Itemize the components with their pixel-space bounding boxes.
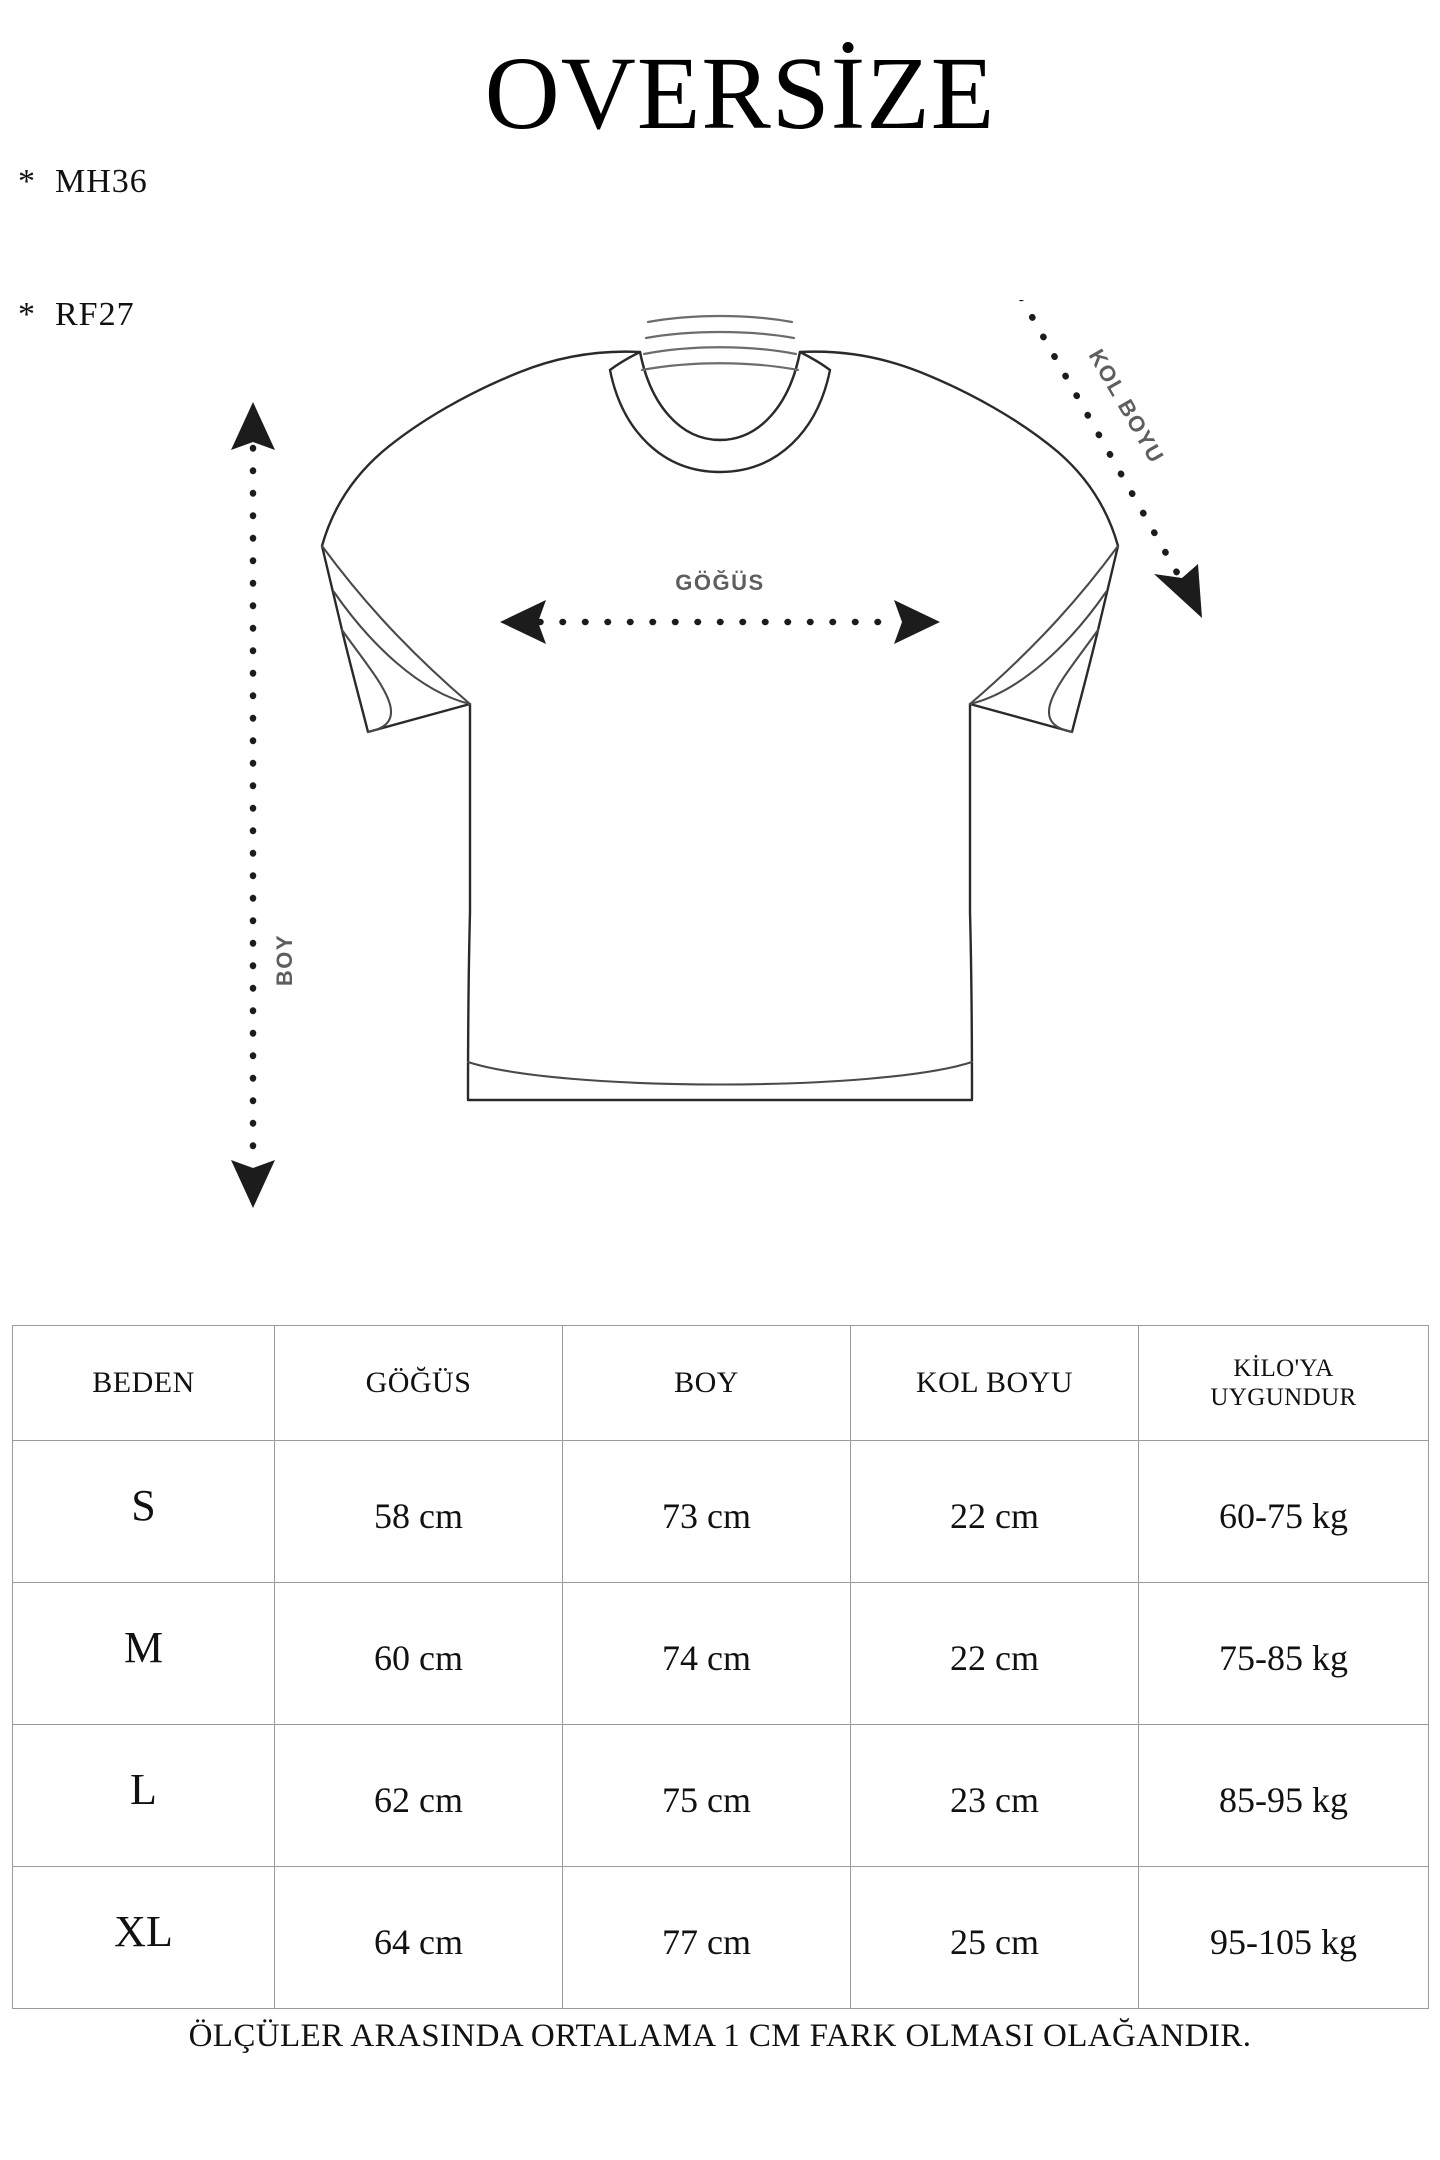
right-sleeve-cuff: [1048, 628, 1100, 734]
collar-rib-line-3: [640, 362, 800, 372]
cell-kilo: 60-75 kg: [1138, 1440, 1429, 1583]
cell-boy: 75 cm: [562, 1724, 851, 1867]
sleeve-arrow-bottom: [1154, 564, 1202, 618]
cell-kilo: 85-95 kg: [1138, 1724, 1429, 1867]
cell-boy: 74 cm: [562, 1582, 851, 1725]
table-row: S 58 cm 73 cm 22 cm 60-75 kg: [12, 1440, 1429, 1583]
column-header-kilo-line1: KİLO'YA: [1233, 1355, 1334, 1382]
chest-label: GÖĞÜS: [675, 570, 764, 595]
cell-kilo: 95-105 kg: [1138, 1866, 1429, 2009]
right-armhole-seam: [968, 544, 1120, 706]
column-header-kilo: KİLO'YA UYGUNDUR: [1138, 1325, 1429, 1441]
cell-kol-boyu: 22 cm: [850, 1582, 1139, 1725]
length-arrow-top: [231, 402, 275, 450]
cell-gogus: 62 cm: [274, 1724, 563, 1867]
collar-rib-line-2: [642, 346, 798, 356]
cell-gogus: 60 cm: [274, 1582, 563, 1725]
left-armhole-seam: [320, 544, 472, 706]
product-code-1: * MH36: [18, 163, 148, 201]
product-codes: * MH36 * RF27: [18, 72, 148, 381]
left-sleeve-cuff-inner: [332, 590, 472, 706]
column-header-gogus: GÖĞÜS: [274, 1325, 563, 1441]
column-header-beden: BEDEN: [12, 1325, 275, 1441]
length-arrow-bottom: [231, 1160, 275, 1208]
collar-top-edge: [646, 314, 794, 324]
length-dimension-arrow: BOY: [231, 402, 297, 1208]
table-body: S 58 cm 73 cm 22 cm 60-75 kg M 60 cm 74 …: [12, 1440, 1429, 2009]
cell-beden: XL: [12, 1866, 275, 2009]
sleeve-label: KOL BOYU: [1084, 345, 1170, 468]
measurement-tolerance-note: ÖLÇÜLER ARASINDA ORTALAMA 1 CM FARK OLMA…: [188, 2018, 1252, 2054]
page-title: OVERSİZE: [484, 36, 996, 151]
size-chart-table: BEDEN GÖĞÜS BOY KOL BOYU KİLO'YA UYGUNDU…: [12, 1325, 1429, 2009]
cell-kol-boyu: 23 cm: [850, 1724, 1139, 1867]
column-header-kilo-line2: UYGUNDUR: [1210, 1384, 1357, 1411]
tshirt-body-outline: [320, 350, 1120, 1102]
cell-boy: 77 cm: [562, 1866, 851, 2009]
table-header-row: BEDEN GÖĞÜS BOY KOL BOYU KİLO'YA UYGUNDU…: [12, 1325, 1429, 1441]
table-header: BEDEN GÖĞÜS BOY KOL BOYU KİLO'YA UYGUNDU…: [12, 1325, 1429, 1441]
collar-rib-line-1: [644, 330, 796, 340]
cell-kol-boyu: 22 cm: [850, 1440, 1139, 1583]
table-row: M 60 cm 74 cm 22 cm 75-85 kg: [12, 1582, 1429, 1725]
chest-arrow-right: [894, 600, 940, 644]
cell-beden: L: [12, 1724, 275, 1867]
table-row: L 62 cm 75 cm 23 cm 85-95 kg: [12, 1724, 1429, 1867]
cell-gogus: 58 cm: [274, 1440, 563, 1583]
tshirt-outline-group: [320, 314, 1120, 1102]
cell-gogus: 64 cm: [274, 1866, 563, 2009]
column-header-kol-boyu: KOL BOYU: [850, 1325, 1139, 1441]
column-header-boy: BOY: [562, 1325, 851, 1441]
bottom-hem-band: [466, 1060, 974, 1086]
table-row: XL 64 cm 77 cm 25 cm 95-105 kg: [12, 1866, 1429, 2009]
length-label: BOY: [272, 934, 297, 986]
cell-kol-boyu: 25 cm: [850, 1866, 1139, 2009]
cell-kilo: 75-85 kg: [1138, 1582, 1429, 1725]
tshirt-measurement-diagram: GÖĞÜS BOY KOL BOYU: [0, 300, 1440, 1250]
chest-dimension-arrow: GÖĞÜS: [500, 570, 940, 644]
left-sleeve-cuff: [340, 628, 392, 734]
cell-boy: 73 cm: [562, 1440, 851, 1583]
right-sleeve-cuff-inner: [968, 590, 1108, 706]
collar-outer: [608, 350, 832, 474]
product-code-2: * RF27: [18, 295, 135, 333]
cell-beden: S: [12, 1440, 275, 1583]
cell-beden: M: [12, 1582, 275, 1725]
chest-arrow-left: [500, 600, 546, 644]
